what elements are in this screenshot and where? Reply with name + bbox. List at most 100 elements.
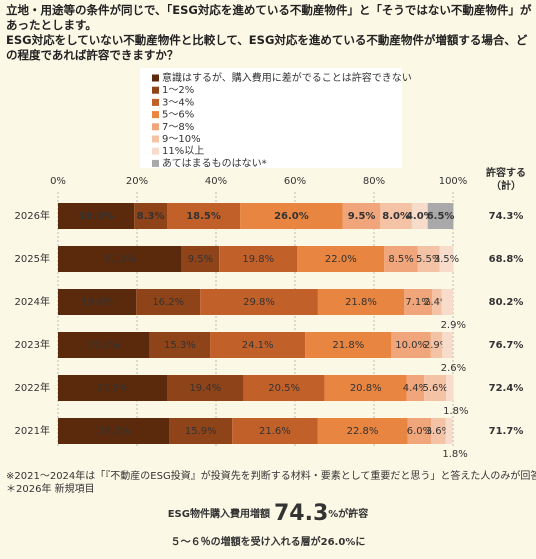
value-label: 22.0% [325,254,357,265]
value-label: 19.3% [79,211,114,222]
value-label: 3.5% [434,254,459,265]
value-label: 31.3% [104,254,136,265]
value-label: 29.8% [243,297,275,308]
legend-swatch [152,74,159,82]
question-line: 立地・用途等の条件が同じで、「ESG対応を進めている不動産物件」と「そうではない… [6,3,532,32]
value-label: 27.6% [97,383,129,394]
value-label: 3.6% [426,426,451,437]
value-label: 20.5% [268,383,300,394]
total-value: 71.7% [489,426,524,437]
value-label: 21.6% [259,426,291,437]
summary-text: ESG物件購入費用増額 [168,507,270,520]
bar-segment [200,289,318,315]
legend-swatch [152,123,159,131]
bar-segment [232,418,318,444]
total-value: 72.4% [489,383,524,394]
value-label: 1.8% [442,449,467,460]
value-label: 1.8% [443,406,468,417]
bar-segment [210,332,306,358]
legend-swatch [152,147,159,155]
summary-text: %が許容 [328,507,368,520]
bar-segment [219,246,298,272]
value-label: 9.5% [348,211,376,222]
bar-segment [324,375,407,401]
bar-segment [445,418,453,444]
bar-segment [240,203,343,229]
bar-segment [407,418,432,444]
total-value: 74.3% [489,211,524,222]
legend-label: 7～8% [162,122,194,133]
bar-segment [149,332,211,358]
bar-segment [58,246,182,272]
legend-swatch [152,86,159,94]
bar-segment [384,246,418,272]
bar-segment [380,203,412,229]
value-label: 21.8% [332,340,364,351]
legend-label: 意識はするが、購入費用に差がでることは許容できない [162,71,412,84]
value-label: 4.0% [406,211,434,222]
value-label: 15.3% [164,340,196,351]
footnote: ＊2026年 新規項目 [6,482,95,495]
bar-segment [446,375,454,401]
value-label: 23.2% [88,340,120,351]
value-label: 26.0% [274,211,309,222]
legend-label: 9～10% [162,134,201,145]
summary-line: ５～６％の増額を受け入れる層が26.0%に [171,535,366,548]
total-value: 76.7% [489,340,524,351]
bar-segment [427,203,454,229]
x-tick-label: 20% [126,176,148,187]
bar-segment [305,332,392,358]
bar-segment [167,203,241,229]
value-label: 24.1% [242,340,274,351]
value-label: 2.6% [441,363,466,374]
value-label: 8.3% [137,211,165,222]
x-tick-label: 60% [284,176,306,187]
value-label: 6.0% [407,426,432,437]
value-label: 19.8% [81,297,113,308]
value-label: 4.4% [403,383,428,394]
legend-label: 5～6% [162,110,194,121]
bar-segment [439,246,454,272]
bar-segment [58,289,137,315]
value-label: 15.9% [185,426,217,437]
bar-segment [243,375,325,401]
y-tick-label: 2025年 [15,252,50,265]
bar-segment [406,375,425,401]
y-tick-label: 2022年 [15,381,50,394]
bar-segment [317,289,405,315]
value-label: 10.0% [395,340,427,351]
summary-number: 74.3 [274,501,328,526]
legend-swatch [152,159,159,167]
y-tick-label: 2021年 [15,424,50,437]
value-label: 8.0% [382,211,410,222]
value-label: 7.1% [405,297,430,308]
value-label: 2.9% [424,340,449,351]
legend-label: 3～4% [162,97,194,108]
value-label: 8.5% [388,254,413,265]
value-label: 6.5% [427,211,455,222]
legend-label: あてはまるものはない* [162,157,267,169]
value-label: 22.8% [347,426,379,437]
value-label: 16.2% [152,297,184,308]
bar-segment [431,418,446,444]
bar-segment [181,246,220,272]
bar-segment [404,289,433,315]
x-tick-label: 100% [439,176,468,187]
value-label: 28.2% [98,426,130,437]
value-label: 5.6% [423,383,448,394]
x-tick-label: 40% [205,176,227,187]
bar-segment [58,418,170,444]
bar-segment [134,203,168,229]
question-line: ESG対応をしていない不動産物件と比較して、ESG対応を進めている不動産物件が増… [6,33,528,62]
bar-segment [391,332,431,358]
bar-segment [58,375,168,401]
value-label: 2.4% [424,297,449,308]
bar-segment [424,375,447,401]
value-label: 9.5% [188,254,213,265]
bar-segment [297,246,385,272]
value-label: 2.9% [441,320,466,331]
total-header: 許容する [486,166,526,179]
question: 立地・用途等の条件が同じで、「ESG対応を進めている不動産物件」と「そうではない… [6,3,532,63]
